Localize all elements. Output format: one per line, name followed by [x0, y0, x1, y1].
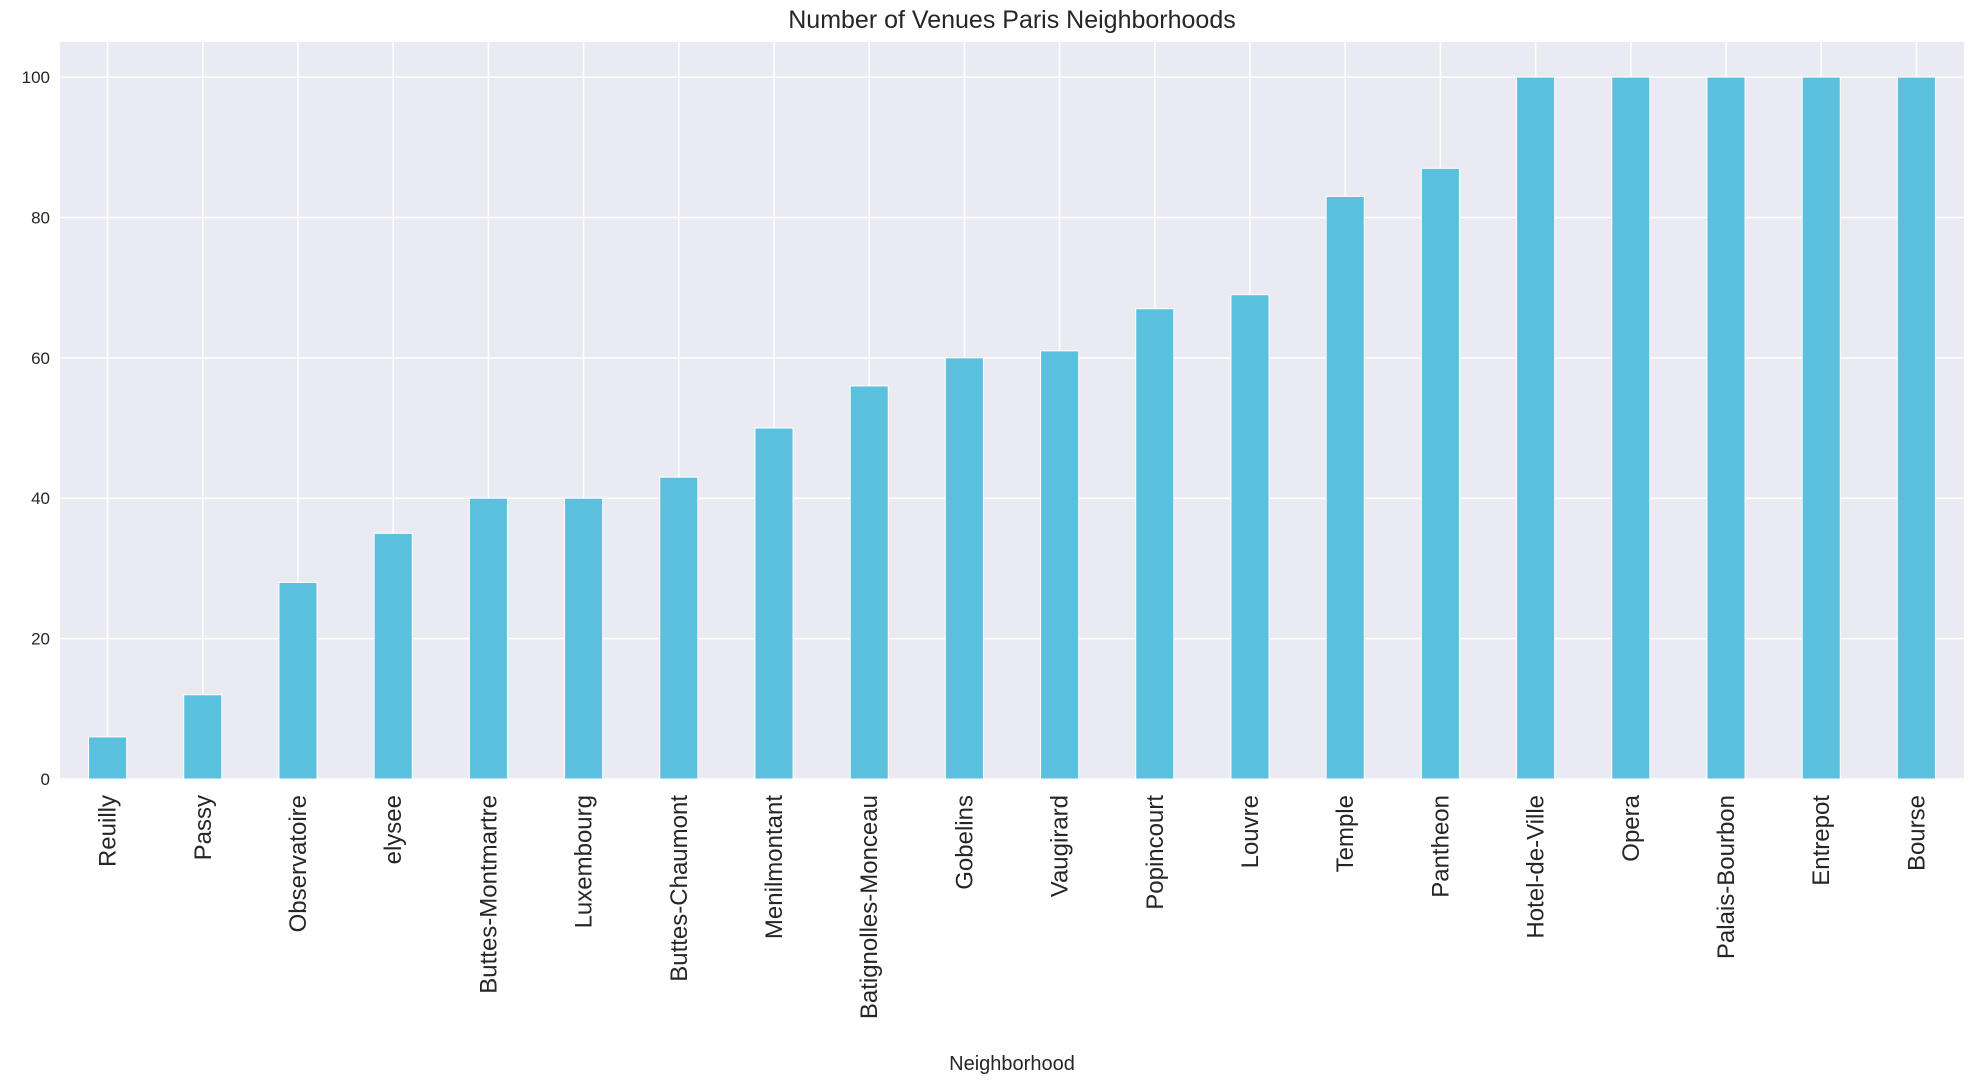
bar-menilmontant	[754, 427, 794, 780]
bar-passy	[183, 694, 223, 780]
y-tick-labels: 0 20 40 60 80 100	[22, 68, 50, 789]
x-tick-label: Menilmontant	[761, 795, 788, 939]
x-tick-label: Louvre	[1237, 795, 1264, 868]
y-tick-label: 60	[31, 349, 50, 368]
bar-entrepot	[1801, 76, 1841, 780]
x-tick-label: Temple	[1332, 795, 1359, 872]
bar-temple	[1325, 195, 1365, 780]
x-tick-label: Popincourt	[1142, 795, 1169, 910]
x-tick-labels: Reuilly Passy Observatoire elysee Buttes-Mon…	[95, 794, 1931, 1019]
x-tick-label: Buttes-Montmartre	[475, 795, 502, 994]
x-tick-label: elysee	[380, 795, 407, 864]
bar-bourse	[1896, 76, 1936, 780]
x-tick-label: Vaugirard	[1047, 795, 1074, 897]
x-tick-label: Luxembourg	[571, 795, 598, 928]
bar-elysee	[373, 532, 413, 780]
x-tick-label: Batignolles-Monceau	[856, 795, 883, 1019]
x-tick-label: Palais-Bourbon	[1713, 795, 1740, 959]
chart-title: Number of Venues Paris Neighborhoods	[788, 6, 1236, 34]
bar-louvre	[1230, 294, 1270, 780]
x-tick-label: Gobelins	[951, 795, 978, 890]
bar-opera	[1611, 76, 1651, 780]
y-tick-label: 20	[31, 630, 50, 649]
x-axis-label: Neighborhood	[949, 1053, 1075, 1075]
x-tick-label: Buttes-Chaumont	[666, 795, 693, 982]
bar-batignolles-monceau	[849, 385, 889, 780]
bar-hotel-de-ville	[1516, 76, 1556, 780]
y-tick-label: 80	[31, 208, 50, 227]
bar-gobelins	[944, 357, 984, 780]
bar-luxembourg	[564, 497, 604, 780]
x-tick-label: Observatoire	[285, 795, 312, 932]
y-tick-label: 0	[41, 770, 50, 789]
bar-palais-bourbon	[1706, 76, 1746, 780]
bar-vaugirard	[1040, 350, 1080, 780]
bar-buttes-montmartre	[468, 497, 508, 780]
x-tick-label: Bourse	[1903, 795, 1930, 871]
x-tick-label: Opera	[1618, 794, 1645, 861]
x-tick-label: Hotel-de-Ville	[1523, 795, 1550, 939]
bars	[88, 76, 1936, 780]
bar-pantheon	[1420, 167, 1460, 780]
y-tick-label: 100	[22, 68, 50, 87]
bar-popincourt	[1135, 308, 1175, 780]
x-tick-label: Pantheon	[1427, 795, 1454, 898]
bar-buttes-chaumont	[659, 476, 699, 780]
plot-background	[60, 42, 1964, 779]
x-tick-label: Reuilly	[95, 795, 122, 867]
bar-reuilly	[88, 736, 128, 780]
x-tick-label: Entrepot	[1808, 795, 1835, 886]
y-tick-label: 40	[31, 489, 50, 508]
bar-observatoire	[278, 581, 318, 780]
x-tick-label: Passy	[190, 795, 217, 860]
